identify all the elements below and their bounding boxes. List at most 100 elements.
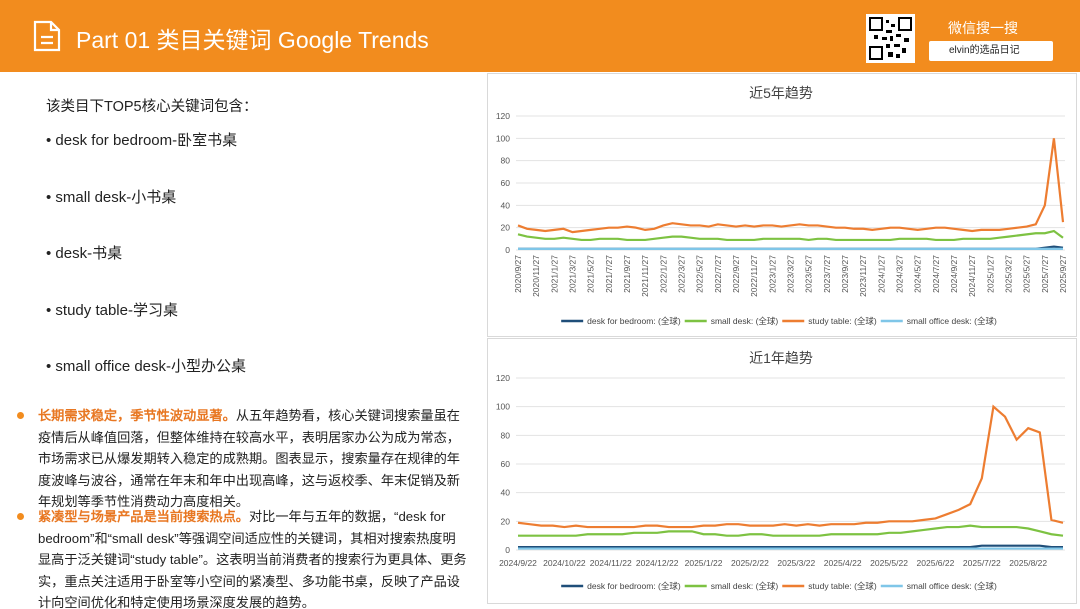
x-tick-label: 2025/5/22: [870, 558, 908, 568]
x-tick-label: 2025/5/27: [1022, 255, 1032, 293]
bullet-dot: [17, 412, 24, 419]
x-tick-label: 2022/3/27: [677, 255, 687, 293]
x-tick-label: 2024/9/22: [499, 558, 537, 568]
x-tick-label: 2025/7/27: [1040, 255, 1050, 293]
y-tick-label: 40: [501, 200, 511, 210]
x-tick-label: 2025/7/22: [963, 558, 1001, 568]
x-tick-label: 2021/3/27: [568, 255, 578, 293]
legend-label: study table: (全球): [808, 581, 877, 591]
keyword-text: small office desk-小型办公桌: [55, 358, 247, 375]
y-tick-label: 60: [501, 178, 511, 188]
x-tick-label: 2022/9/27: [731, 255, 741, 293]
legend-label: small office desk: (全球): [907, 581, 997, 591]
y-tick-label: 20: [501, 223, 511, 233]
keyword-text: desk-书桌: [55, 245, 123, 262]
x-tick-label: 2020/9/27: [513, 255, 523, 293]
x-tick-label: 2025/4/22: [824, 558, 862, 568]
keyword-item: • study table-学习桌: [46, 302, 178, 319]
x-tick-label: 2024/11/22: [590, 558, 632, 568]
series-line: [517, 229, 1064, 242]
x-tick-label: 2024/7/27: [931, 255, 941, 293]
x-tick-label: 2021/11/27: [640, 255, 650, 297]
x-tick-label: 2024/12/22: [636, 558, 679, 568]
legend-label: small desk: (全球): [711, 581, 779, 591]
legend-label: desk for bedroom: (全球): [587, 316, 681, 326]
y-tick-label: 80: [501, 430, 511, 440]
x-tick-label: 2024/11/27: [967, 255, 977, 297]
intro: 该类目下TOP5核心关键词包含：: [46, 99, 258, 115]
legend-label: desk for bedroom: (全球): [587, 581, 681, 591]
chart-frame: [487, 338, 1077, 604]
chart: 近5年趋势 0 20 40 60 80 100 120 2020/9/27 2020/11/27 2…: [496, 85, 1068, 326]
paragraph: 紧凑型与场景产品是当前搜索热点。对比一年与五年的数据，“desk for bed…: [38, 506, 468, 609]
x-tick-label: 2023/11/27: [858, 255, 868, 297]
x-tick-label: 2022/11/27: [749, 255, 759, 297]
x-tick-label: 2025/2/22: [731, 558, 769, 568]
x-tick-label: 2023/5/27: [804, 255, 814, 293]
y-tick-label: 20: [501, 516, 511, 526]
x-tick-label: 2025/9/27: [1058, 255, 1068, 293]
x-tick-label: 2023/7/27: [822, 255, 832, 293]
x-tick-label: 2022/7/27: [713, 255, 723, 293]
header-bar: Part 01 类目关键词 Google Trends 微信搜一搜 elvin的…: [0, 0, 1080, 72]
x-tick-label: 2024/5/27: [913, 255, 923, 293]
keyword-item: • desk for bedroom-卧室书桌: [46, 132, 238, 149]
chart: 近1年趋势 0 20 40 60 80 100 120 2024/9/22 2024/10/22 2…: [496, 350, 1065, 591]
x-tick-label: 2024/3/27: [895, 255, 905, 293]
x-tick-label: 2024/10/22: [543, 558, 586, 568]
x-tick-label: 2021/5/27: [586, 255, 596, 293]
x-tick-label: 2020/11/27: [531, 255, 541, 297]
wechat-label: 微信搜一搜: [948, 20, 1018, 36]
y-tick-label: 0: [505, 245, 510, 255]
chart-title: 近1年趋势: [749, 350, 813, 366]
keyword-text: small desk-小书桌: [55, 189, 177, 206]
series-line: [518, 544, 1063, 549]
x-tick-label: 2025/3/27: [1004, 255, 1014, 293]
keyword-text: desk for bedroom-卧室书桌: [55, 132, 238, 149]
paragraph: 长期需求稳定，季节性波动显著。从五年趋势看，核心关键词搜索量虽在疫情后从峰值回落…: [38, 405, 468, 513]
x-tick-label: 2025/1/22: [685, 558, 723, 568]
paragraph-lead: 紧凑型与场景产品是当前搜索热点。: [38, 509, 249, 524]
x-tick-label: 2024/9/27: [949, 255, 959, 293]
x-tick-label: 2021/7/27: [604, 255, 614, 293]
x-tick-label: 2023/1/27: [767, 255, 777, 293]
x-tick-label: 2021/1/27: [549, 255, 559, 293]
paragraph-body: 对比一年与五年的数据，“desk for bedroom”和“small des…: [38, 509, 467, 609]
y-tick-label: 0: [505, 545, 510, 555]
x-tick-label: 2025/8/22: [1009, 558, 1047, 568]
qr-code: [866, 14, 915, 63]
legend-label: study table: (全球): [808, 316, 877, 326]
series-line: [517, 138, 1065, 234]
x-tick-label: 2025/6/22: [917, 558, 955, 568]
x-tick-label: 2022/1/27: [658, 255, 668, 293]
y-tick-label: 80: [501, 156, 511, 166]
y-tick-label: 120: [496, 111, 510, 121]
x-tick-label: 2025/3/22: [777, 558, 815, 568]
keyword-text: study table-学习桌: [55, 302, 178, 319]
y-tick-label: 100: [496, 133, 510, 143]
keyword-item: • desk-书桌: [46, 245, 123, 262]
search-box: elvin的选品日记: [929, 41, 1053, 61]
chart-title: 近5年趋势: [749, 85, 813, 101]
x-tick-label: 2022/5/27: [695, 255, 705, 293]
x-tick-label: 2025/1/27: [985, 255, 995, 293]
x-tick-label: 2023/9/27: [840, 255, 850, 293]
paragraph-lead: 长期需求稳定，季节性波动显著。: [38, 408, 236, 423]
paragraph-body: 从五年趋势看，核心关键词搜索量虽在疫情后从峰值回落，但整体维持在较高水平，表明居…: [38, 408, 460, 509]
y-tick-label: 40: [501, 488, 511, 498]
series-line: [517, 404, 1064, 529]
series-line: [518, 524, 1064, 537]
x-tick-label: 2023/3/27: [786, 255, 796, 293]
y-tick-label: 60: [501, 459, 511, 469]
header-title: Part 01 类目关键词 Google Trends: [76, 27, 429, 53]
keyword-item: • small desk-小书桌: [46, 189, 177, 206]
x-tick-label: 2024/1/27: [876, 255, 886, 293]
keyword-item: • small office desk-小型办公桌: [46, 358, 247, 375]
y-tick-label: 120: [496, 373, 510, 383]
bullet-dot: [17, 513, 24, 520]
legend-label: small office desk: (全球): [907, 316, 997, 326]
y-tick-label: 100: [496, 402, 510, 412]
chart-frame: [487, 73, 1077, 337]
doc-icon: [33, 20, 61, 52]
